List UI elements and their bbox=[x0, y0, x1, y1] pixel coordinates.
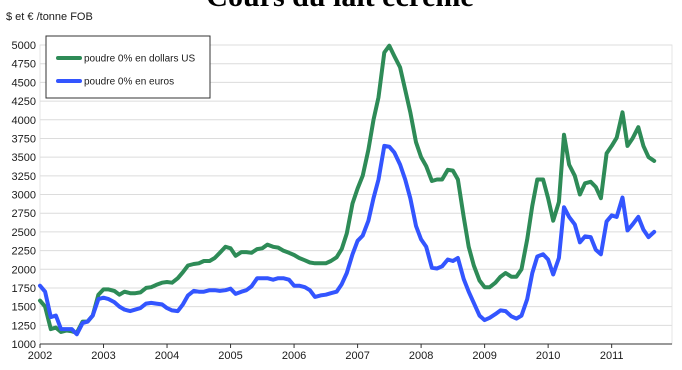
y-tick-label: 4000 bbox=[12, 115, 36, 127]
y-tick-label: 2250 bbox=[12, 246, 36, 258]
series-line-eur bbox=[38, 143, 657, 337]
y-tick-label: 5000 bbox=[12, 40, 36, 52]
y-tick-label: 2000 bbox=[12, 264, 36, 276]
y-tick-label: 1000 bbox=[12, 339, 36, 351]
y-tick-label: 1750 bbox=[12, 283, 36, 295]
y-tick-label: 3500 bbox=[12, 152, 36, 164]
legend: poudre 0% en dollars US poudre 0% en euro… bbox=[45, 35, 211, 99]
x-tick-label: 2003 bbox=[91, 350, 115, 362]
y-tick-label: 1500 bbox=[12, 302, 36, 314]
y-tick-label: 2500 bbox=[12, 227, 36, 239]
legend-label-usd: poudre 0% en dollars US bbox=[84, 54, 196, 65]
legend-box bbox=[45, 35, 211, 99]
legend-label-eur: poudre 0% en euros bbox=[84, 77, 174, 88]
x-tick-label: 2011 bbox=[600, 350, 624, 362]
x-tick-label: 2010 bbox=[536, 350, 560, 362]
y-tick-label: 2750 bbox=[12, 208, 36, 220]
y-tick-label: 3750 bbox=[12, 133, 36, 145]
x-tick-label: 2007 bbox=[345, 350, 369, 362]
x-tick-label: 2008 bbox=[409, 350, 433, 362]
series-line-usd bbox=[38, 43, 657, 335]
unit-label: $ et € /tonne FOB bbox=[6, 11, 93, 23]
y-tick-label: 3000 bbox=[12, 190, 36, 202]
x-tick-label: 2006 bbox=[282, 350, 306, 362]
x-tick-label: 2009 bbox=[472, 350, 496, 362]
x-tick-label: 2005 bbox=[218, 350, 242, 362]
cutoff-heading: Cours du lait écrémé bbox=[206, 0, 473, 13]
x-tick-label: 2002 bbox=[28, 350, 52, 362]
x-tick-label: 2004 bbox=[155, 350, 179, 362]
y-tick-label: 4250 bbox=[12, 96, 36, 108]
y-tick-label: 4750 bbox=[12, 59, 36, 71]
y-tick-label: 3250 bbox=[12, 171, 36, 183]
y-tick-label: 4500 bbox=[12, 77, 36, 89]
y-tick-label: 1250 bbox=[12, 320, 36, 332]
series bbox=[38, 43, 657, 337]
axes: 1000 1250 1500 1750 2000 2250 2500 2750 3000 3250… bbox=[12, 40, 672, 362]
